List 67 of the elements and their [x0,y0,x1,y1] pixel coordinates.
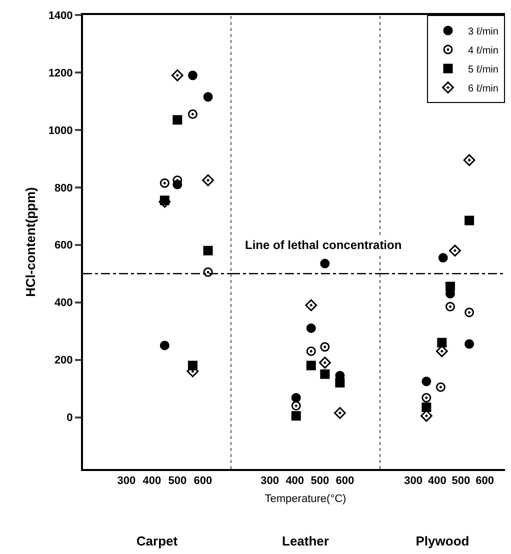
x-tick-label: 300 [260,475,279,488]
point [160,340,170,350]
x-axis-title: Temperature(°C) [264,492,346,505]
point [445,282,455,292]
point [188,109,198,119]
text: Leather [282,534,329,549]
x-tick-label: 300 [404,475,423,488]
point [188,70,198,80]
point [464,216,474,226]
point [422,376,432,386]
y-axis-title: HCl-content(ppm) [22,187,38,297]
y-tick-label: 0 [66,412,73,424]
point [203,246,213,256]
legend-label: 4 ℓ/min [468,45,498,56]
x-tick-label: 500 [168,475,187,488]
x-tick-label: 600 [476,475,494,488]
point [320,258,330,268]
point [422,392,432,402]
point [158,196,171,208]
point [436,382,446,392]
x-tick-label: 400 [286,475,304,488]
point [335,378,345,388]
text: Carpet [136,534,178,549]
y-tick-label: 1000 [48,124,73,137]
point [320,342,330,352]
point [171,69,184,82]
point [306,346,316,356]
point [291,401,301,411]
x-tick-label: 400 [142,475,162,488]
x-tick-label: 500 [452,475,470,488]
ref-line-label: Line of lethal concentration [245,238,402,252]
point [464,308,474,318]
x-tick-label: 600 [336,475,354,488]
y-tick-label: 1400 [48,10,73,22]
point [449,244,461,257]
legend-label: 3 ℓ/min [468,26,498,38]
text: Plywood [416,534,470,549]
y-tick-label: 1200 [48,67,73,80]
point [318,356,331,369]
x-tick-label: 500 [310,475,330,488]
point [172,115,182,125]
point [438,253,448,263]
x-tick-label: 400 [428,475,446,488]
legend-label: 5 ℓ/min [468,64,498,76]
y-tick-label: 800 [54,182,73,194]
point [203,267,213,277]
point [334,407,346,419]
y-tick-label: 200 [54,354,73,367]
point [202,174,214,186]
x-tick-label: 300 [117,475,136,488]
point [160,178,170,188]
point [320,369,330,379]
point [291,392,301,402]
x-tick-label: 600 [194,475,212,488]
point [306,323,316,333]
legend-label: 6 ℓ/min [468,83,498,94]
point [463,154,476,166]
point [437,338,447,348]
point [291,411,301,421]
point [305,299,318,312]
point [464,339,474,349]
point [203,92,213,102]
point [422,402,432,412]
y-tick-label: 600 [54,240,73,252]
point [306,360,316,370]
y-tick-label: 400 [54,297,73,310]
point [445,302,455,312]
